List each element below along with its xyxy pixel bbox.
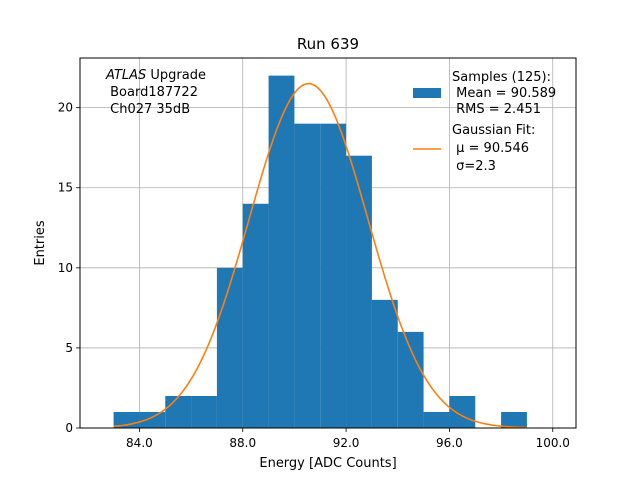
legend-samples-mean: Mean = 90.589 <box>452 86 556 101</box>
gaussian-fit <box>113 82 527 429</box>
histogram-bar-10 <box>371 299 398 428</box>
histogram-bar-15 <box>501 411 527 428</box>
x-tick-label-2: 92.0 <box>333 436 360 450</box>
y-tick-label-1: 5 <box>65 341 73 355</box>
x-axis-ticks: 84.0 88.0 92.0 96.0 100.0 <box>126 428 570 450</box>
y-axis-ticks: 0 5 10 15 20 <box>58 101 80 435</box>
x-axis-label: Energy [ADC Counts] <box>259 456 396 471</box>
gaussian-fit-curve <box>113 82 527 429</box>
histogram-bar-12 <box>423 411 450 428</box>
legend-samples-patch <box>413 88 441 98</box>
histogram-bar-2 <box>165 395 192 428</box>
atlas-annotation: ATLAS Upgrade Board187722 Ch027 35dB <box>105 68 206 117</box>
histogram-bar-8 <box>320 123 347 429</box>
legend-fit-title: Gaussian Fit: <box>452 123 535 138</box>
x-tick-label-4: 100.0 <box>536 436 570 450</box>
legend-fit-sigma: σ=2.3 <box>452 159 496 174</box>
histogram-bar-11 <box>397 331 424 428</box>
histogram-bar-6 <box>268 75 295 428</box>
histogram-bar-9 <box>346 155 372 428</box>
chart-title: Run 639 <box>297 35 359 53</box>
annotation-upgrade: Upgrade <box>146 68 206 83</box>
x-tick-label-1: 88.0 <box>229 436 256 450</box>
histogram-bar-7 <box>294 123 321 429</box>
histogram-bar-3 <box>191 395 217 428</box>
y-tick-label-4: 20 <box>58 101 73 115</box>
histogram-bar-1 <box>139 411 166 428</box>
y-tick-label-2: 10 <box>58 261 73 275</box>
legend-fit-mu: μ = 90.546 <box>452 141 529 156</box>
x-tick-label-0: 84.0 <box>126 436 153 450</box>
histogram-bars <box>113 75 527 429</box>
legend-samples-rms: RMS = 2.451 <box>452 102 541 117</box>
histogram-bar-13 <box>449 395 476 428</box>
y-tick-label-0: 0 <box>65 421 73 435</box>
annotation-atlas-italic: ATLAS <box>105 68 146 83</box>
histogram-bar-4 <box>216 267 243 428</box>
x-tick-label-3: 96.0 <box>436 436 463 450</box>
annotation-channel: Ch027 35dB <box>106 102 190 117</box>
y-tick-label-3: 15 <box>58 181 73 195</box>
legend: Samples (125): Mean = 90.589 RMS = 2.451… <box>413 70 556 174</box>
plot-frame <box>79 57 577 429</box>
annotation-line-atlas: ATLAS Upgrade <box>105 68 206 83</box>
y-axis-label: Entries <box>33 220 48 266</box>
annotation-board: Board187722 <box>106 85 198 100</box>
legend-samples-title: Samples (125): <box>452 70 551 85</box>
histogram-bar-5 <box>242 203 269 428</box>
